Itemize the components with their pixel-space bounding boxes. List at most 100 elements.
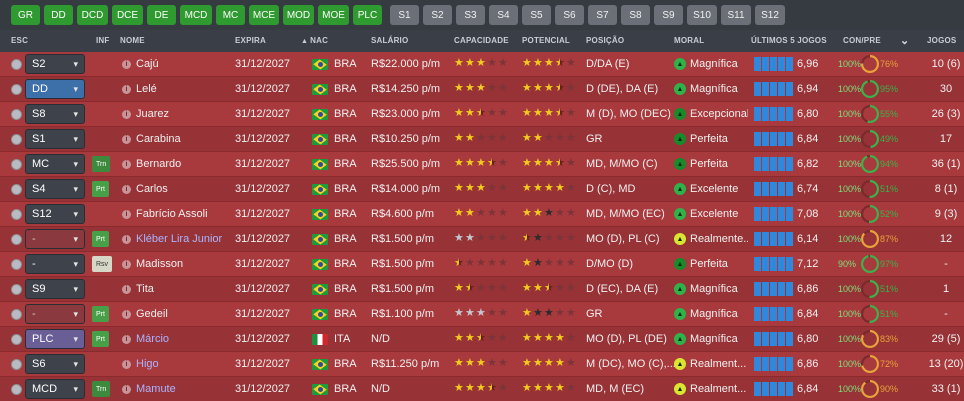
info-icon[interactable]: i: [122, 385, 131, 394]
col-nome[interactable]: NOME: [120, 36, 145, 45]
table-row[interactable]: MCD ▾ Trn i Mamute 31/12/2027 BRA N/D MD, M (EC)…: [0, 377, 964, 401]
selection-dropdown[interactable]: DD ▾: [25, 79, 85, 99]
table-row[interactable]: S9 ▾ i Tita 31/12/2027 BRA R$1.500 p/m D (EC), …: [0, 277, 964, 302]
filter-s4-button[interactable]: S4: [489, 5, 518, 25]
row-select-toggle[interactable]: [11, 359, 22, 370]
row-select-toggle[interactable]: [11, 309, 22, 320]
table-row[interactable]: MC ▾ Trn i Bernardo 31/12/2027 BRA R$25.500 p/m…: [0, 152, 964, 177]
col-esc[interactable]: ESC: [11, 36, 29, 45]
table-row[interactable]: DD ▾ i Lelé 31/12/2027 BRA R$14.250 p/m D (DE),…: [0, 77, 964, 102]
chevron-down-icon[interactable]: ⌄: [900, 35, 910, 47]
row-select-toggle[interactable]: [11, 384, 22, 395]
player-name[interactable]: Kléber Lira Junior: [136, 233, 223, 245]
filter-mc-button[interactable]: MC: [216, 5, 245, 25]
info-icon[interactable]: i: [122, 260, 131, 269]
filter-s2-button[interactable]: S2: [423, 5, 452, 25]
filter-s3-button[interactable]: S3: [456, 5, 485, 25]
selection-dropdown[interactable]: - ▾: [25, 254, 85, 274]
selection-dropdown[interactable]: S12 ▾: [25, 204, 85, 224]
info-icon[interactable]: i: [122, 185, 131, 194]
table-row[interactable]: S1 ▾ i Carabina 31/12/2027 BRA R$10.250 p/m GR ▲…: [0, 127, 964, 152]
col-nac[interactable]: ▲ NAC: [301, 36, 328, 45]
filter-mce-button[interactable]: MCE: [249, 5, 279, 25]
col-salario[interactable]: SALÁRIO: [371, 36, 409, 45]
selection-dropdown[interactable]: PLC ▾: [25, 329, 85, 349]
filter-s7-button[interactable]: S7: [588, 5, 617, 25]
row-select-toggle[interactable]: [11, 159, 22, 170]
row-select-toggle[interactable]: [11, 209, 22, 220]
table-row[interactable]: S2 ▾ i Cajú 31/12/2027 BRA R$22.000 p/m D/DA (E…: [0, 52, 964, 77]
selection-dropdown[interactable]: MC ▾: [25, 154, 85, 174]
filter-dd-button[interactable]: DD: [44, 5, 73, 25]
player-name[interactable]: Bernardo: [136, 158, 182, 170]
row-select-toggle[interactable]: [11, 234, 22, 245]
player-name[interactable]: Madisson: [136, 258, 184, 270]
filter-s6-button[interactable]: S6: [555, 5, 584, 25]
player-name[interactable]: Carabina: [136, 133, 181, 145]
info-icon[interactable]: i: [122, 360, 131, 369]
row-select-toggle[interactable]: [11, 59, 22, 70]
col-capacidade[interactable]: CAPACIDADE: [454, 36, 509, 45]
col-conpre[interactable]: CON/PRE: [843, 36, 881, 45]
info-icon[interactable]: i: [122, 85, 131, 94]
table-row[interactable]: S4 ▾ Prt i Carlos 31/12/2027 BRA R$14.000 p/m D …: [0, 177, 964, 202]
filter-s1-button[interactable]: S1: [390, 5, 419, 25]
col-potencial[interactable]: POTENCIAL: [522, 36, 571, 45]
col-jogos[interactable]: JOGOS: [927, 36, 957, 45]
player-name[interactable]: Juarez: [136, 108, 170, 120]
filter-s5-button[interactable]: S5: [522, 5, 551, 25]
info-icon[interactable]: i: [122, 210, 131, 219]
row-select-toggle[interactable]: [11, 284, 22, 295]
filter-s9-button[interactable]: S9: [654, 5, 683, 25]
player-name[interactable]: Gedeil: [136, 308, 168, 320]
row-select-toggle[interactable]: [11, 109, 22, 120]
filter-plc-button[interactable]: PLC: [353, 5, 382, 25]
row-select-toggle[interactable]: [11, 259, 22, 270]
info-icon[interactable]: i: [122, 285, 131, 294]
selection-dropdown[interactable]: S2 ▾: [25, 54, 85, 74]
filter-dce-button[interactable]: DCE: [112, 5, 143, 25]
filter-mcd-button[interactable]: MCD: [180, 5, 212, 25]
col-posicao[interactable]: POSIÇÃO: [586, 36, 625, 45]
filter-mod-button[interactable]: MOD: [283, 5, 314, 25]
selection-dropdown[interactable]: S6 ▾: [25, 354, 85, 374]
col-inf[interactable]: INF: [96, 36, 110, 45]
filter-s8-button[interactable]: S8: [621, 5, 650, 25]
filter-dcd-button[interactable]: DCD: [77, 5, 108, 25]
player-name[interactable]: Tita: [136, 283, 154, 295]
player-name[interactable]: Lelé: [136, 83, 157, 95]
selection-dropdown[interactable]: S9 ▾: [25, 279, 85, 299]
filter-s12-button[interactable]: S12: [755, 5, 785, 25]
selection-dropdown[interactable]: S8 ▾: [25, 104, 85, 124]
filter-s10-button[interactable]: S10: [687, 5, 717, 25]
info-icon[interactable]: i: [122, 310, 131, 319]
player-name[interactable]: Cajú: [136, 58, 159, 70]
filter-moe-button[interactable]: MOE: [318, 5, 349, 25]
col-ultimos[interactable]: ÚLTIMOS 5 JOGOS: [751, 36, 827, 45]
player-name[interactable]: Fabrício Assoli: [136, 208, 208, 220]
player-name[interactable]: Carlos: [136, 183, 168, 195]
row-select-toggle[interactable]: [11, 184, 22, 195]
table-row[interactable]: PLC ▾ Prt i Márcio 31/12/2027 ITA N/D MO (D), PL…: [0, 327, 964, 352]
filter-de-button[interactable]: DE: [147, 5, 176, 25]
row-select-toggle[interactable]: [11, 84, 22, 95]
table-row[interactable]: S8 ▾ i Juarez 31/12/2027 BRA R$23.000 p/m M (D)…: [0, 102, 964, 127]
info-icon[interactable]: i: [122, 235, 131, 244]
col-expira[interactable]: EXPIRA: [235, 36, 266, 45]
filter-gr-button[interactable]: GR: [11, 5, 40, 25]
selection-dropdown[interactable]: MCD ▾: [25, 379, 85, 399]
info-icon[interactable]: i: [122, 110, 131, 119]
selection-dropdown[interactable]: - ▾: [25, 304, 85, 324]
selection-dropdown[interactable]: - ▾: [25, 229, 85, 249]
info-icon[interactable]: i: [122, 335, 131, 344]
filter-s11-button[interactable]: S11: [721, 5, 751, 25]
table-row[interactable]: - ▾ Prt i Kléber Lira Junior 31/12/2027 BRA R$1…: [0, 227, 964, 252]
player-name[interactable]: Márcio: [136, 333, 170, 345]
selection-dropdown[interactable]: S1 ▾: [25, 129, 85, 149]
player-name[interactable]: Higo: [136, 358, 159, 370]
player-name[interactable]: Mamute: [136, 383, 176, 395]
info-icon[interactable]: i: [122, 160, 131, 169]
col-moral[interactable]: MORAL: [674, 36, 705, 45]
